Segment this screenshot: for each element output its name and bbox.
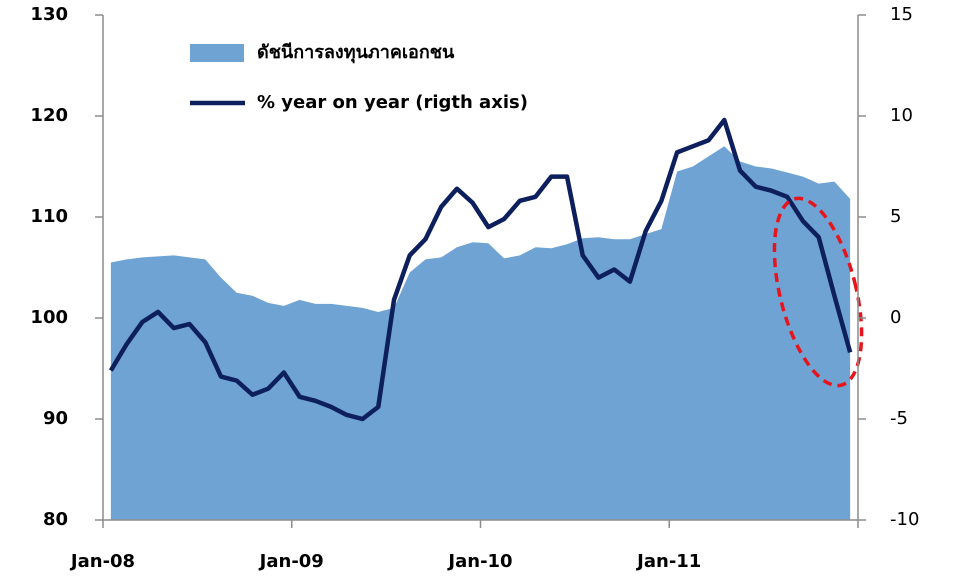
y-tick-label: 100 bbox=[30, 307, 68, 328]
x-tick-label: Jan-08 bbox=[69, 551, 135, 572]
y2-tick-label: 5 bbox=[890, 206, 901, 227]
y2-tick-label: -10 bbox=[890, 509, 919, 530]
line bbox=[108, 117, 853, 422]
y2-tick-label: 10 bbox=[890, 105, 913, 126]
legend-label: ดัชนีการลงทุนภาคเอกชน bbox=[257, 42, 455, 64]
y-tick-label: 130 bbox=[30, 4, 68, 25]
y2-tick-label: -5 bbox=[890, 408, 908, 429]
plot-area bbox=[108, 117, 853, 521]
y2-tick-label: 15 bbox=[890, 4, 913, 25]
y2-tick-label: 0 bbox=[890, 307, 901, 328]
x-tick-label: Jan-09 bbox=[258, 551, 324, 572]
y-tick-label: 80 bbox=[43, 509, 68, 530]
x-tick-label: Jan-10 bbox=[446, 551, 512, 572]
y-tick-label: 120 bbox=[30, 105, 68, 126]
x-tick-label: Jan-11 bbox=[635, 551, 701, 572]
y-tick-label: 90 bbox=[43, 408, 68, 429]
highlight-ellipse bbox=[772, 196, 864, 388]
legend-label: % year on year (rigth axis) bbox=[257, 92, 528, 113]
area bbox=[110, 146, 851, 521]
y-tick-label: 110 bbox=[30, 206, 68, 227]
legend-swatch bbox=[190, 44, 244, 62]
